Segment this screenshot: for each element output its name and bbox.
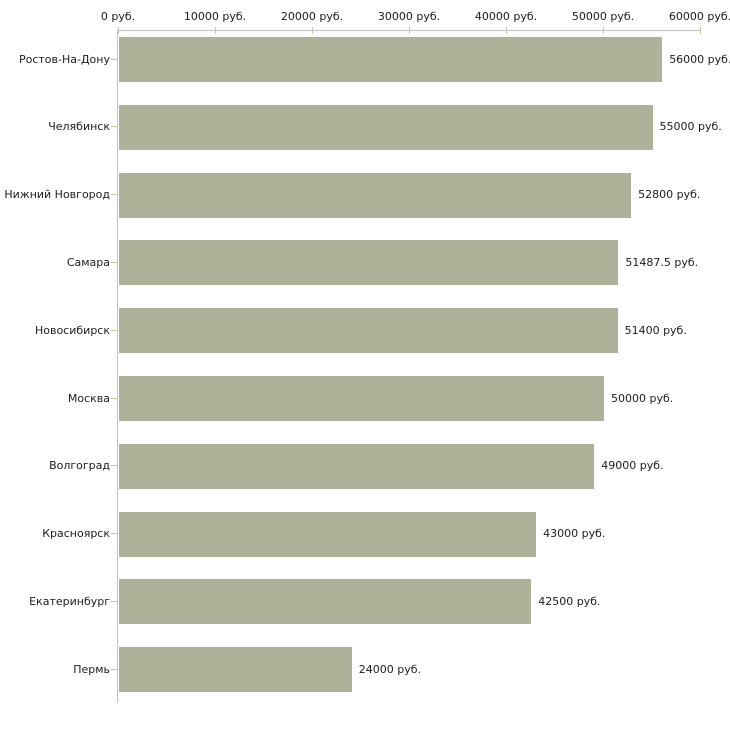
- category-label: Волгоград: [49, 459, 110, 473]
- y-tick: [111, 59, 117, 60]
- value-label: 50000 руб.: [611, 391, 674, 405]
- y-tick: [111, 126, 117, 127]
- value-label: 43000 руб.: [543, 527, 606, 541]
- x-tick-label: 20000 руб.: [280, 10, 344, 23]
- value-label: 24000 руб.: [358, 662, 422, 676]
- y-tick: [111, 601, 117, 602]
- y-axis-line: [117, 30, 118, 703]
- x-tick-label: 60000 руб.: [668, 10, 730, 23]
- x-axis-line: [118, 30, 701, 31]
- category-label: Ростов-На-Дону: [18, 52, 110, 66]
- bar: [119, 37, 663, 82]
- x-tick-label: 40000 руб.: [474, 10, 538, 23]
- value-label: 42500 руб.: [538, 594, 601, 608]
- value-label: 51400 руб.: [624, 323, 687, 337]
- bar: [119, 647, 352, 693]
- bar: [119, 376, 604, 421]
- bar: [119, 240, 619, 286]
- category-label: Самара: [66, 255, 110, 269]
- bar: [119, 443, 595, 489]
- category-label: Красноярск: [42, 527, 110, 541]
- bar: [119, 172, 632, 218]
- bar: [119, 308, 618, 354]
- category-label: Москва: [67, 391, 110, 405]
- category-label: Екатеринбург: [29, 594, 110, 608]
- bar: [119, 511, 537, 557]
- category-label: Пермь: [73, 662, 110, 676]
- category-label: Новосибирск: [34, 323, 110, 337]
- x-tick-label: 50000 руб.: [571, 10, 635, 23]
- y-tick: [111, 194, 117, 195]
- value-label: 56000 руб.: [669, 52, 730, 66]
- bar: [119, 579, 532, 625]
- category-label: Нижний Новгород: [4, 188, 110, 202]
- y-tick: [111, 669, 117, 670]
- x-tick-label: 0 руб.: [100, 10, 136, 23]
- y-tick: [111, 330, 117, 331]
- bar: [119, 104, 653, 150]
- x-tick-label: 30000 руб.: [377, 10, 441, 23]
- value-label: 52800 руб.: [638, 188, 701, 202]
- value-label: 55000 руб.: [659, 120, 722, 134]
- y-tick: [111, 262, 117, 263]
- value-label: 49000 руб.: [601, 459, 664, 473]
- y-tick: [111, 398, 117, 399]
- value-label: 51487.5 руб.: [625, 255, 699, 269]
- x-tick-label: 10000 руб.: [183, 10, 247, 23]
- y-tick: [111, 465, 117, 466]
- category-label: Челябинск: [48, 120, 110, 134]
- y-tick: [111, 533, 117, 534]
